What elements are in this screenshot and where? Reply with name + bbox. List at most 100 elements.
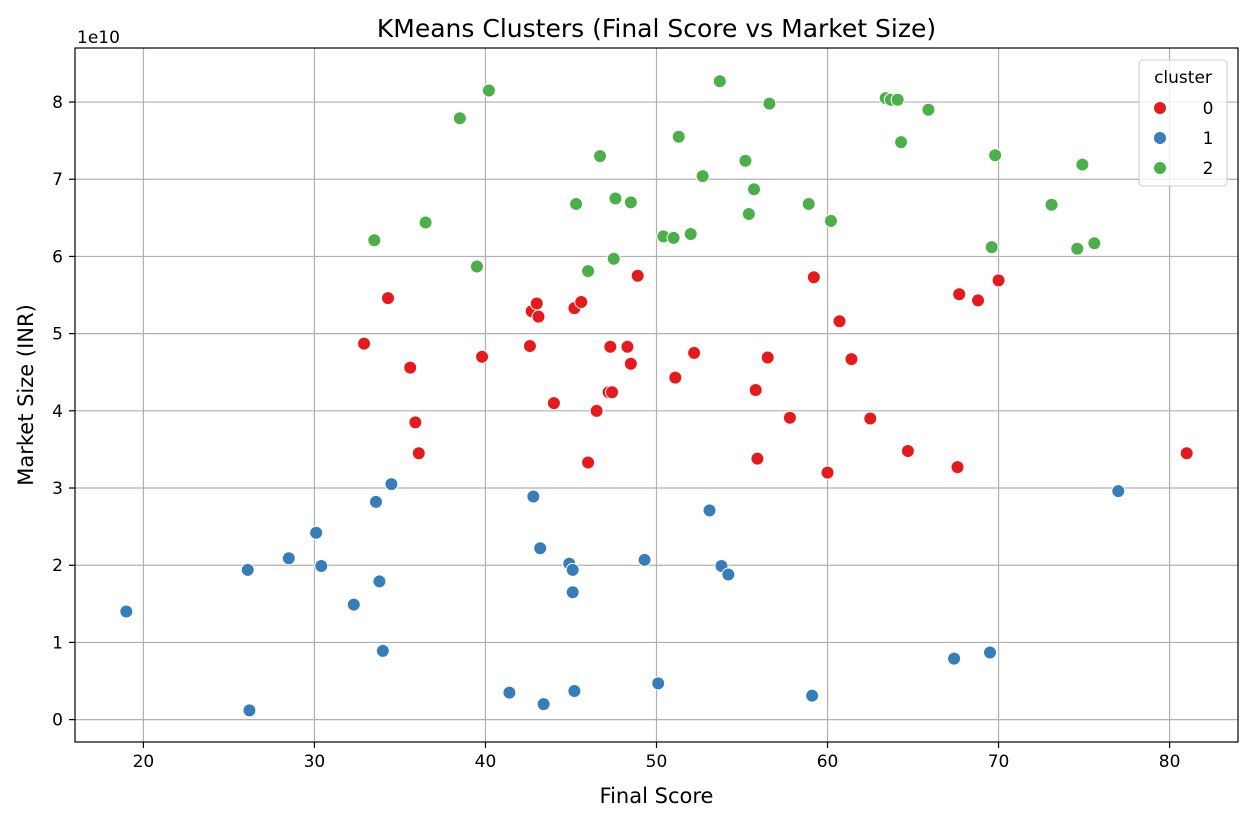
scatter-point-cluster-0 [863,411,878,426]
legend-marker-cluster-1 [1153,131,1167,145]
scatter-point-cluster-0 [687,345,702,360]
scatter-point-cluster-2 [1044,197,1059,212]
y-tick-label: 7 [52,170,63,190]
scatter-point-cluster-2 [481,83,496,98]
legend: cluster 0 1 2 [1138,59,1228,187]
scatter-point-cluster-1 [384,477,399,492]
scatter-point-cluster-1 [536,697,551,712]
scatter-point-cluster-0 [603,339,618,354]
scatter-point-cluster-2 [921,102,936,117]
scatter-point-cluster-0 [806,270,821,285]
y-tick-label: 4 [52,402,63,422]
legend-label: 1 [1203,129,1214,149]
scatter-point-cluster-2 [712,74,727,89]
scatter-point-cluster-2 [890,92,905,107]
scatter-point-cluster-2 [683,227,698,242]
y-tick-label: 3 [52,479,63,499]
scatter-point-cluster-2 [666,230,681,245]
scatter-point-cluster-0 [844,352,859,367]
scatter-point-cluster-1 [242,703,257,718]
scatter-point-cluster-0 [475,349,490,364]
scatter-point-cluster-0 [668,370,683,385]
x-tick-label: 20 [133,752,155,772]
scatter-point-cluster-1 [702,503,717,518]
scatter-point-cluster-0 [750,451,765,466]
scatter-point-cluster-1 [372,574,387,589]
scatter-point-cluster-0 [357,336,372,351]
legend-label: 2 [1203,159,1214,179]
y-tick-label: 8 [52,93,63,113]
scatter-point-cluster-0 [623,356,638,371]
scatter-point-cluster-2 [569,196,584,211]
scatter-point-cluster-2 [452,111,467,126]
scatter-point-cluster-1 [281,551,296,566]
scatter-point-cluster-2 [593,149,608,164]
scatter-point-cluster-0 [408,415,423,430]
scatter-point-cluster-0 [950,460,965,475]
scatter-point-cluster-0 [1179,446,1194,461]
scatter-point-cluster-2 [801,196,816,211]
scatter-point-cluster-0 [832,314,847,329]
scatter-point-cluster-1 [119,604,134,619]
x-tick-label: 40 [475,752,497,772]
scatter-point-cluster-0 [531,309,546,324]
y-tick-label: 1 [52,633,63,653]
scatter-point-cluster-0 [991,273,1006,288]
legend-entries: 0 1 2 [1153,99,1214,179]
y-axis-offset-text: 1e10 [77,28,120,48]
scatter-point-cluster-0 [900,443,915,458]
y-axis-label: Market Size (INR) [14,304,38,486]
scatter-point-cluster-1 [565,585,580,600]
scatter-point-cluster-2 [623,195,638,210]
scatter-point-cluster-1 [637,552,652,567]
scatter-point-cluster-0 [820,465,835,480]
scatter-point-cluster-0 [605,385,620,400]
x-tick-label: 30 [304,752,326,772]
scatter-point-cluster-2 [608,191,623,206]
scatter-point-cluster-0 [782,410,797,425]
scatter-point-cluster-1 [533,541,548,556]
scatter-point-cluster-1 [721,567,736,582]
scatter-point-cluster-2 [984,240,999,255]
scatter-point-cluster-0 [952,287,967,302]
legend-label: 0 [1203,99,1214,119]
scatter-point-cluster-1 [346,597,361,612]
scatter-point-cluster-2 [894,135,909,150]
scatter-point-cluster-0 [630,268,645,283]
scatter-point-cluster-2 [695,169,710,184]
scatter-point-cluster-2 [671,129,686,144]
x-axis-ticks: 20 30 40 50 60 70 80 [133,742,1180,772]
scatter-point-cluster-1 [502,685,517,700]
legend-box [1138,59,1228,187]
scatter-point-cluster-2 [469,259,484,274]
scatter-point-cluster-0 [748,382,763,397]
chart-title: KMeans Clusters (Final Score vs Market S… [377,14,936,43]
scatter-point-cluster-1 [947,651,962,666]
scatter-point-cluster-2 [367,233,382,248]
legend-title: cluster [1154,68,1212,88]
scatter-point-cluster-1 [651,676,666,691]
scatter-point-cluster-0 [546,396,561,411]
x-tick-label: 70 [988,752,1010,772]
scatter-point-cluster-0 [971,293,986,308]
scatter-point-cluster-1 [565,562,580,577]
y-tick-label: 6 [52,247,63,267]
scatter-point-cluster-2 [746,182,761,197]
scatter-point-cluster-1 [375,643,390,658]
y-tick-label: 2 [52,556,63,576]
scatter-point-cluster-1 [805,688,820,703]
scatter-point-cluster-0 [760,350,775,365]
scatter-point-cluster-2 [418,215,433,230]
scatter-point-cluster-2 [1075,157,1090,172]
scatter-point-cluster-1 [567,684,582,699]
scatter-point-cluster-0 [574,294,589,309]
legend-marker-cluster-0 [1153,101,1167,115]
x-tick-label: 60 [817,752,839,772]
x-tick-label: 50 [646,752,668,772]
scatter-point-cluster-2 [1087,236,1102,251]
scatter-point-cluster-1 [240,562,255,577]
scatter-point-cluster-0 [620,339,635,354]
x-axis-label: Final Score [600,784,714,808]
scatter-point-cluster-1 [369,494,384,509]
